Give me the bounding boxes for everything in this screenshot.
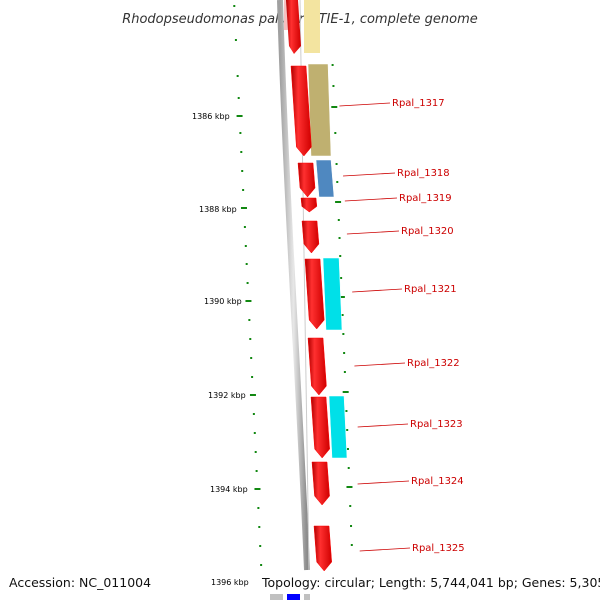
cog-block-rpal_1317[interactable] [307,63,332,157]
gene-label-connector [343,172,396,177]
gene-label-rpal_1318[interactable]: Rpal_1318 [397,168,450,179]
gene-label-connector [357,423,409,428]
scale-label: 1388 kbp [199,205,237,214]
gene-label-layer: Rpal_1317 Rpal_1318 Rpal_1319 Rpal_1320 Rpal… [339,98,465,554]
overview-grey-block-right [304,594,310,600]
gene-label-connector [359,547,411,552]
overview-blue-block [287,594,300,600]
gene-label-connector [354,362,406,367]
gene-label-rpal_1325[interactable]: Rpal_1325 [412,543,465,554]
scale-label: 1392 kbp [208,391,246,400]
accession-label: Accession: NC_011004 [9,575,151,590]
gene-label-connector [344,197,398,202]
partial-top-cog-block [304,0,320,53]
gene-label-rpal_1322[interactable]: Rpal_1322 [407,358,460,369]
genome-backbone [277,0,310,571]
gene-label-rpal_1323[interactable]: Rpal_1323 [410,419,463,430]
scale-tick-layer [233,5,353,566]
gene-label-rpal_1319[interactable]: Rpal_1319 [399,193,452,204]
cog-block-rpal_1323[interactable] [328,395,348,459]
gene-arrow-rpal_1324[interactable] [311,461,330,506]
gene-arrow-rpal_1317[interactable] [290,65,312,157]
scale-label-layer: 1386 kbp 1388 kbp 1390 kbp 1392 kbp 1394 kbp… [192,112,249,587]
partial-top-gene-arrow [286,0,301,54]
scale-label: 1390 kbp [204,297,242,306]
gene-arrow-rpal_1320[interactable] [301,220,320,254]
gene-feature-layer [290,65,332,572]
gene-arrow-rpal_1319[interactable] [300,197,318,213]
scale-label: 1396 kbp [211,578,249,587]
cog-block-rpal_1318[interactable] [315,159,335,198]
scale-label: 1394 kbp [210,485,248,494]
gene-label-connector [357,480,410,485]
gene-label-rpal_1320[interactable]: Rpal_1320 [401,226,454,237]
gene-label-connector [339,102,391,107]
gene-label-connector [352,288,403,293]
gene-arrow-rpal_1323[interactable] [310,396,330,459]
gene-arrow-rpal_1321[interactable] [304,258,325,330]
gene-label-connector [346,230,400,235]
scale-label: 1386 kbp [192,112,230,121]
topology-label: Topology: circular; Length: 5,744,041 bp… [261,575,600,590]
cog-block-rpal_1321[interactable] [322,257,343,331]
gene-label-rpal_1321[interactable]: Rpal_1321 [404,284,457,295]
gene-arrow-rpal_1318[interactable] [297,162,316,198]
overview-grey-block [270,594,283,600]
gene-label-rpal_1317[interactable]: Rpal_1317 [392,98,445,109]
gene-arrow-rpal_1325[interactable] [313,525,332,572]
gene-label-rpal_1324[interactable]: Rpal_1324 [411,476,464,487]
gene-arrow-rpal_1322[interactable] [307,337,327,396]
